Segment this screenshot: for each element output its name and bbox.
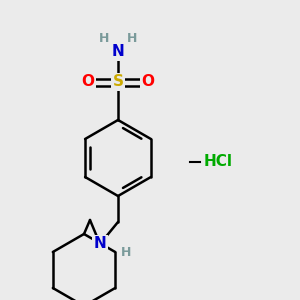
Text: O: O <box>142 74 154 89</box>
Text: N: N <box>112 44 124 59</box>
Text: N: N <box>94 236 106 251</box>
Text: H: H <box>121 245 131 259</box>
Text: O: O <box>82 74 94 89</box>
Text: H: H <box>127 32 137 44</box>
Text: HCl: HCl <box>203 154 232 169</box>
Text: H: H <box>99 32 109 44</box>
Text: S: S <box>112 74 124 89</box>
